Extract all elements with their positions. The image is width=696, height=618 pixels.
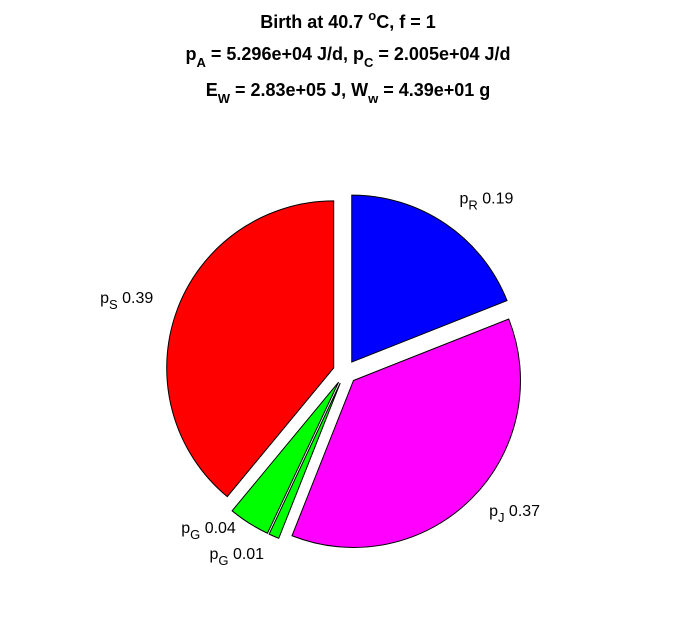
title-line: pA = 5.296e+04 J/d, pC = 2.005e+04 J/d <box>186 44 511 70</box>
label-subscript: G <box>190 527 200 542</box>
label-subscript: G <box>218 553 228 568</box>
slice-label: pR 0.19 <box>460 190 514 212</box>
label-value: 0.19 <box>482 190 513 207</box>
title-text: C <box>364 55 374 70</box>
title-text: C, f = 1 <box>376 12 436 32</box>
slice-label: pS 0.39 <box>100 290 153 312</box>
title-text: E <box>206 80 218 100</box>
title-text: w <box>367 91 379 106</box>
title-text: = 2.83e+05 J, W <box>230 80 368 100</box>
label-subscript: R <box>468 197 477 212</box>
label-prefix: p <box>181 520 190 537</box>
title-line: EW = 2.83e+05 J, Ww = 4.39e+01 g <box>206 80 491 106</box>
label-value: 0.37 <box>509 503 540 520</box>
pie-slice <box>291 318 521 548</box>
slice-label: pG 0.04 <box>181 520 236 542</box>
title-text: = 5.296e+04 J/d, p <box>206 44 364 64</box>
label-subscript: J <box>498 510 505 525</box>
label-value: 0.01 <box>233 546 264 563</box>
pie-slice <box>268 382 341 539</box>
title-text: = 4.39e+01 g <box>378 80 490 100</box>
title-text: A <box>197 55 207 70</box>
title-text: W <box>218 91 231 106</box>
title-line: Birth at 40.7 oC, f = 1 <box>260 8 436 32</box>
label-prefix: p <box>209 546 218 563</box>
title-text: = 2.005e+04 J/d <box>373 44 510 64</box>
slice-label: pG 0.01 <box>209 546 264 568</box>
label-prefix: p <box>100 290 109 307</box>
title-text: o <box>368 8 376 23</box>
title-text: Birth at 40.7 <box>260 12 368 32</box>
pie-slice <box>166 200 335 498</box>
pie-slice <box>351 194 508 363</box>
pie-slice <box>231 381 340 534</box>
label-value: 0.39 <box>122 290 153 307</box>
slice-label: pJ 0.37 <box>489 503 540 525</box>
label-subscript: S <box>109 297 118 312</box>
title-text: p <box>186 44 197 64</box>
label-value: 0.04 <box>205 520 236 537</box>
label-prefix: p <box>489 503 498 520</box>
label-prefix: p <box>460 190 469 207</box>
